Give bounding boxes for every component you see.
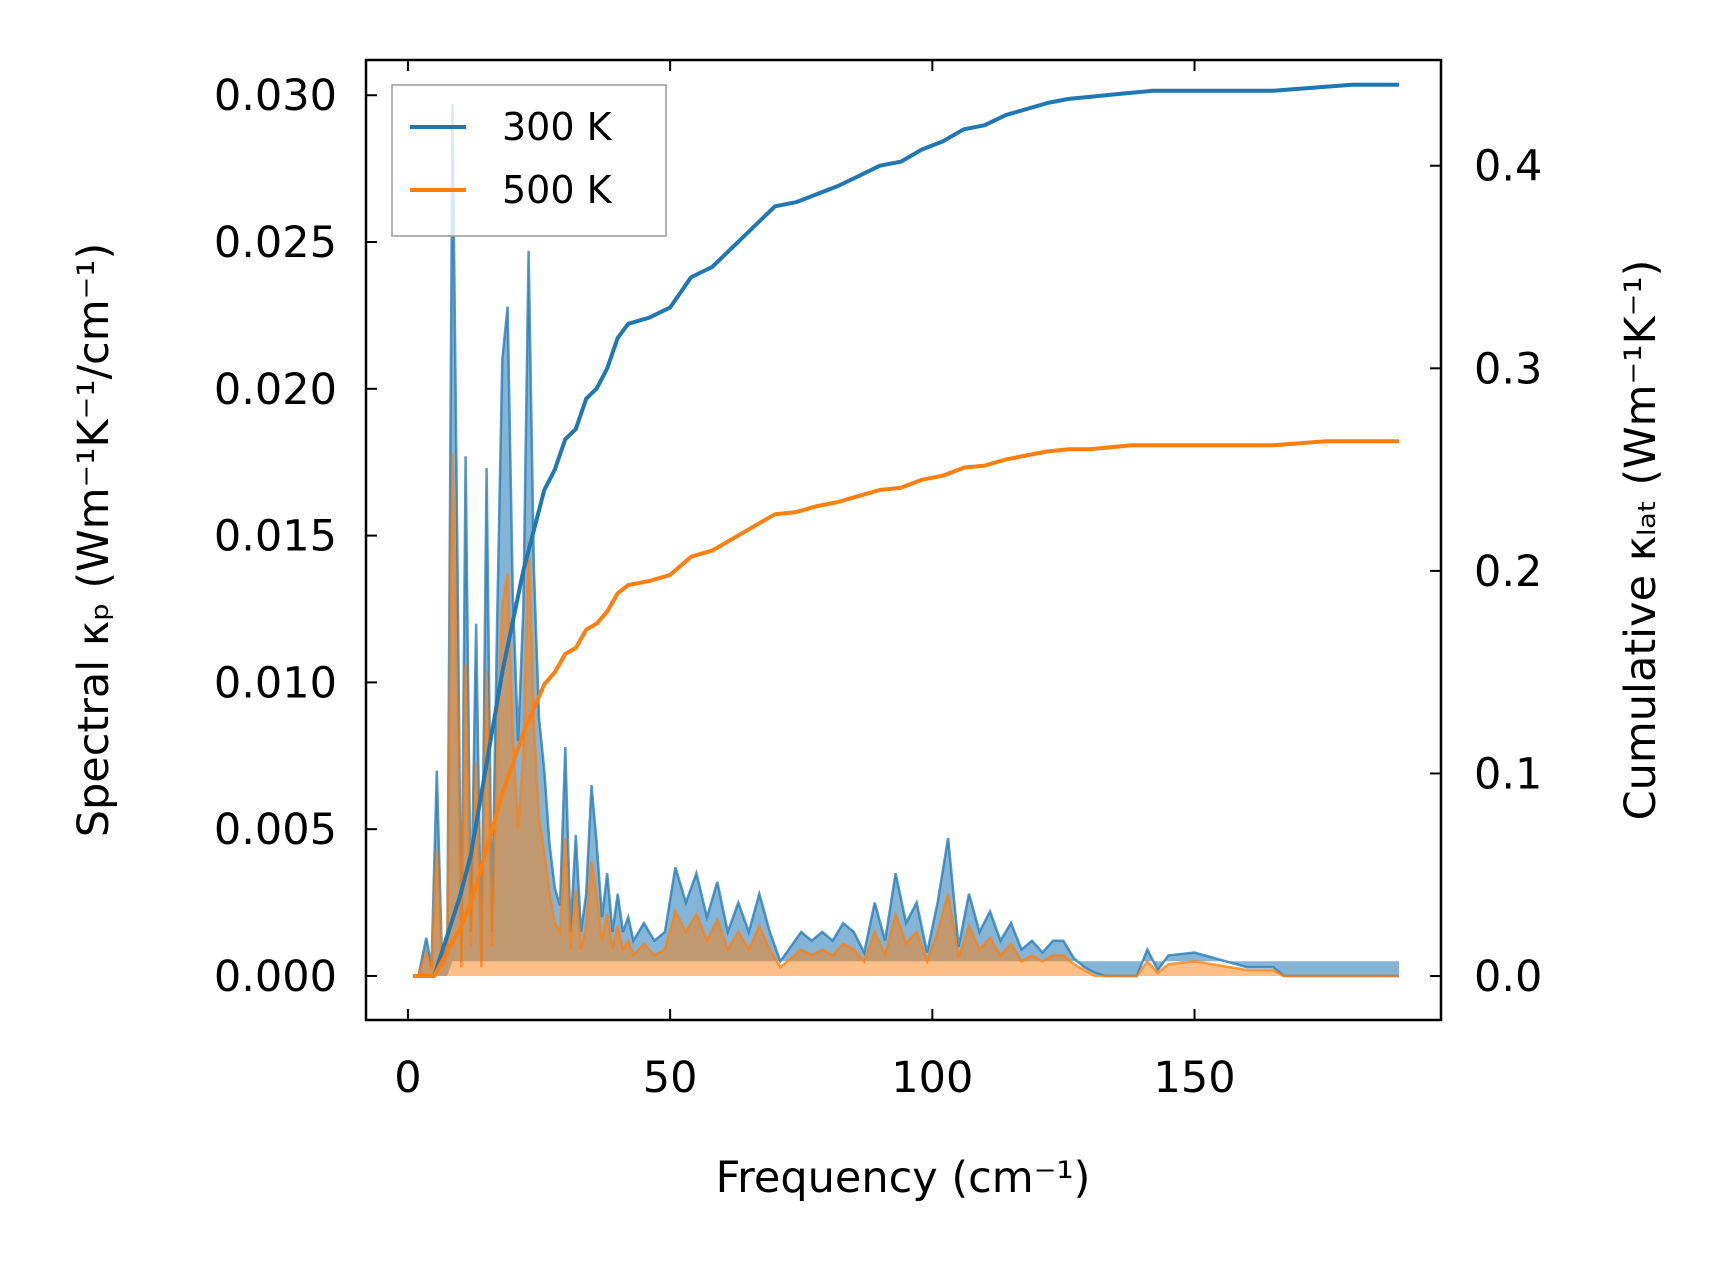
x-axis-title: Frequency (cm⁻¹): [716, 1153, 1091, 1203]
right-y-tick-label: 0.0: [1474, 952, 1542, 1002]
right-y-axis-ticks: 0.0 0.1 0.2 0.3 0.4: [1430, 142, 1542, 1002]
left-y-axis-ticks: 0.000 0.005 0.010 0.015 0.020 0.025 0.030: [214, 71, 377, 1002]
spectral-fill-500k: [413, 453, 1399, 976]
left-y-tick-label: 0.005: [214, 805, 337, 855]
right-y-tick-label: 0.2: [1474, 547, 1542, 597]
legend-label-500k: 500 K: [502, 168, 613, 212]
spectral-area-layer: [413, 103, 1399, 978]
left-y-tick-label: 0.000: [214, 952, 337, 1002]
legend: 300 K 500 K: [391, 84, 667, 237]
legend-label-300k: 300 K: [502, 105, 613, 149]
cumulative-line-layer: [413, 82, 1399, 978]
left-y-axis-title: Spectral κₚ (Wm⁻¹K⁻¹/cm⁻¹): [69, 243, 119, 838]
x-tick-label: 50: [643, 1053, 698, 1103]
right-y-tick-label: 0.3: [1474, 344, 1542, 394]
plot-frame: [364, 58, 1443, 1022]
right-y-tick-label: 0.4: [1474, 142, 1542, 192]
x-axis-ticks: 0 50 100 150: [394, 60, 1236, 1103]
cumulative-line-300k: [413, 82, 1399, 978]
x-tick-label: 100: [891, 1053, 973, 1103]
right-y-axis-title: Cumulative κₗₐₜ (Wm⁻¹K⁻¹): [1616, 260, 1666, 821]
left-y-tick-label: 0.010: [214, 658, 337, 708]
spectral-line-500k: [413, 453, 1399, 978]
x-tick-label: 150: [1153, 1053, 1235, 1103]
left-y-tick-label: 0.015: [214, 512, 337, 562]
x-tick-label: 0: [394, 1053, 421, 1103]
right-y-tick-label: 0.1: [1474, 749, 1542, 799]
left-y-tick-label: 0.025: [214, 218, 337, 268]
left-y-tick-label: 0.030: [214, 71, 337, 121]
cumulative-line-500k: [413, 439, 1399, 978]
left-y-tick-label: 0.020: [214, 365, 337, 415]
legend-box: [391, 84, 667, 237]
